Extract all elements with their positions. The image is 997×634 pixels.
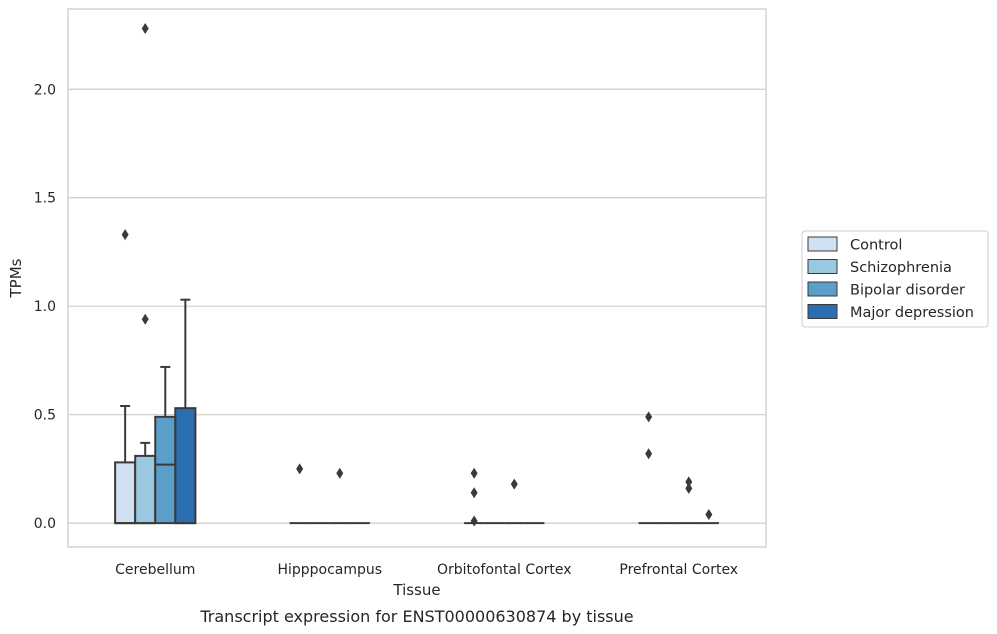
x-tick-label: Cerebellum — [115, 562, 195, 578]
x-tick-label: Orbitofontal Cortex — [437, 562, 572, 578]
outlier-point — [336, 467, 344, 479]
outlier-point — [141, 313, 149, 325]
chart-caption: Transcript expression for ENST0000063087… — [199, 607, 633, 626]
legend-label: Control — [850, 238, 902, 254]
box-group — [329, 467, 350, 525]
outlier-point — [685, 482, 693, 494]
y-tick-label: 0.5 — [34, 408, 56, 424]
outlier-point — [645, 411, 653, 423]
outlier-point — [470, 515, 478, 527]
box-group — [154, 365, 177, 525]
y-tick-label: 2.0 — [34, 82, 56, 98]
plot-frame — [67, 8, 767, 548]
x-tick-label: Prefrontal Cortex — [619, 562, 738, 578]
y-tick-label: 1.0 — [34, 299, 56, 315]
legend-frame — [801, 230, 989, 328]
outlier-point — [645, 448, 653, 460]
box-rect — [114, 461, 137, 525]
outlier-point — [121, 229, 129, 241]
box-group — [134, 23, 157, 525]
box-rect — [134, 454, 157, 525]
legend-swatch — [807, 281, 838, 297]
y-tick-label: 0.0 — [34, 516, 56, 532]
outlier-point — [685, 476, 693, 488]
y-tick-label: 1.5 — [34, 191, 56, 207]
box-group — [504, 478, 525, 525]
box-group — [464, 467, 485, 527]
outlier-point — [141, 23, 149, 35]
x-tick-label: Hipppocampus — [277, 562, 382, 578]
legend-items: Control Schizophrenia Bipolar disorder Majo… — [807, 236, 974, 321]
x-tick-labels: Cerebellum Hipppocampus Orbitofontal Corte… — [115, 562, 738, 578]
box-group — [174, 298, 197, 525]
legend-label: Schizophrenia — [850, 260, 952, 276]
box-rect — [174, 407, 197, 525]
y-tick-labels: 0.0 0.5 1.0 1.5 2.0 — [34, 82, 56, 532]
box-group — [678, 476, 699, 525]
box-group — [638, 411, 659, 525]
outlier-point — [296, 463, 304, 475]
legend-swatch — [807, 304, 838, 319]
legend: Control Schizophrenia Bipolar disorder Majo… — [801, 230, 989, 328]
legend-swatch — [807, 259, 838, 274]
x-axis-label: Tissue — [392, 581, 440, 599]
box-group — [698, 508, 719, 525]
box-group — [289, 463, 310, 525]
box-layer — [114, 23, 719, 527]
legend-label: Bipolar disorder — [850, 283, 965, 299]
y-axis-label: TPMs — [7, 258, 25, 298]
outlier-point — [470, 467, 478, 479]
outlier-point — [705, 508, 713, 520]
legend-label: Major depression — [850, 305, 974, 321]
legend-swatch — [807, 236, 838, 252]
outlier-point — [510, 478, 518, 490]
box-rect — [154, 415, 177, 525]
box-group — [114, 229, 137, 525]
outlier-point — [470, 487, 478, 499]
